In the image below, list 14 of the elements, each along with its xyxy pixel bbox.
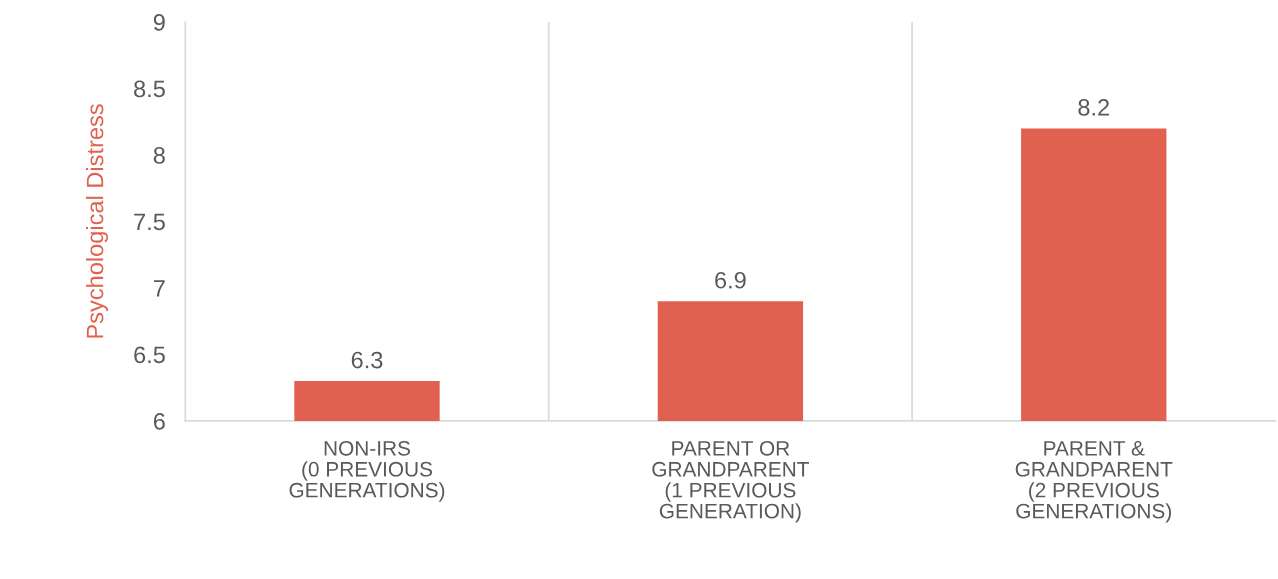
y-tick-label: 7.5 [134,213,165,231]
y-tick-label: 6.5 [134,346,165,364]
data-label: 6.3 [351,351,383,369]
x-tick-label: NON-IRS (0 PREVIOUS GENERATIONS) [289,440,445,502]
y-axis-title: Psychological Distress [86,104,109,338]
y-tick-label: 9 [153,14,165,31]
data-label: 6.9 [715,271,746,289]
y-tick-label: 8.5 [134,80,165,98]
x-tick-label: PARENT OR GRANDPARENT (1 PREVIOUS GENERATION) [652,440,809,523]
x-tick-label: PARENT & GRANDPARENT (2 PREVIOUS GENERATIONS) [1015,441,1173,523]
y-tick-label: 6 [153,413,165,430]
y-tick-label: 8 [153,147,165,164]
y-tick-label: 7 [153,280,165,297]
data-label: 8.2 [1078,99,1109,116]
